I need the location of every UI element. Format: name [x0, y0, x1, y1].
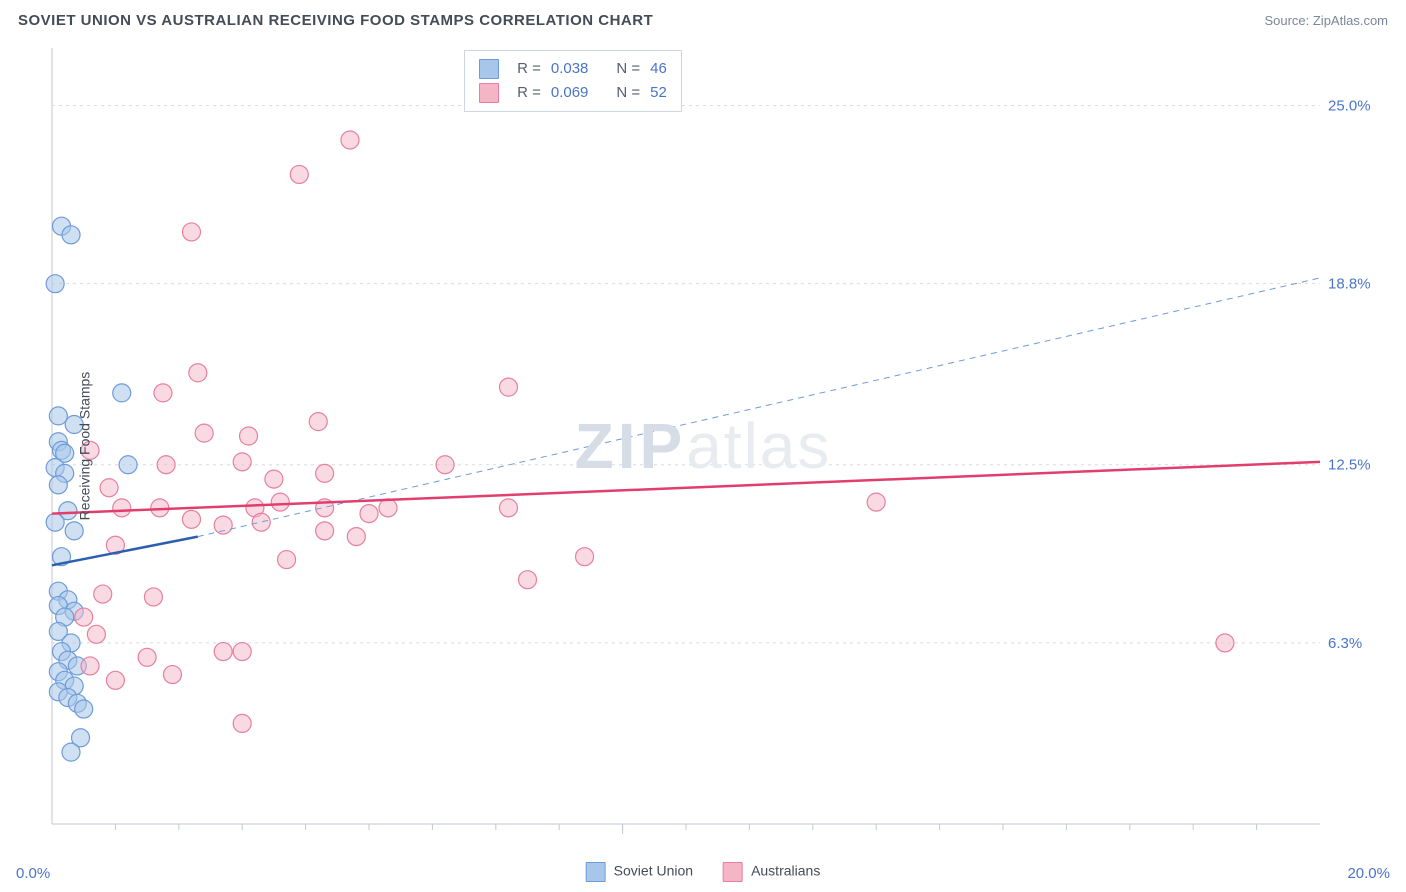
statbox-row: R = 0.069 N = 52 [479, 81, 667, 105]
x-max-label: 20.0% [1347, 865, 1390, 882]
svg-text:25.0%: 25.0% [1328, 97, 1371, 114]
n-value: 52 [650, 81, 667, 105]
stats-legend-box: R = 0.038 N = 46 R = 0.069 N = 52 [464, 50, 682, 112]
legend-item: Soviet Union [586, 862, 693, 882]
r-value: 0.038 [551, 57, 589, 81]
legend-label: Australians [751, 863, 820, 879]
r-value: 0.069 [551, 81, 589, 105]
y-axis-label: Receiving Food Stamps [76, 372, 92, 521]
legend-swatch [586, 862, 606, 882]
n-label: N = [616, 57, 640, 81]
chart-area: Receiving Food Stamps 6.3% 12.5% 18.8% 25.0… [16, 40, 1390, 852]
n-label: N = [616, 81, 640, 105]
chart-title: SOVIET UNION VS AUSTRALIAN RECEIVING FOO… [18, 12, 653, 29]
r-label: R = [517, 81, 541, 105]
svg-text:6.3%: 6.3% [1328, 635, 1362, 652]
x-min-label: 0.0% [16, 865, 50, 882]
legend-label: Soviet Union [614, 863, 693, 879]
series-swatch [479, 59, 499, 79]
header-bar: SOVIET UNION VS AUSTRALIAN RECEIVING FOO… [0, 0, 1406, 40]
statbox-row: R = 0.038 N = 46 [479, 57, 667, 81]
bottom-legend: Soviet Union Australians [586, 862, 821, 882]
n-value: 46 [650, 57, 667, 81]
scatter-chart: 6.3% 12.5% 18.8% 25.0% [16, 40, 1390, 852]
legend-item: Australians [723, 862, 820, 882]
r-label: R = [517, 57, 541, 81]
source-label: Source: ZipAtlas.com [1264, 13, 1388, 28]
svg-text:12.5%: 12.5% [1328, 457, 1371, 474]
svg-text:18.8%: 18.8% [1328, 276, 1371, 293]
legend-swatch [723, 862, 743, 882]
series-swatch [479, 83, 499, 103]
